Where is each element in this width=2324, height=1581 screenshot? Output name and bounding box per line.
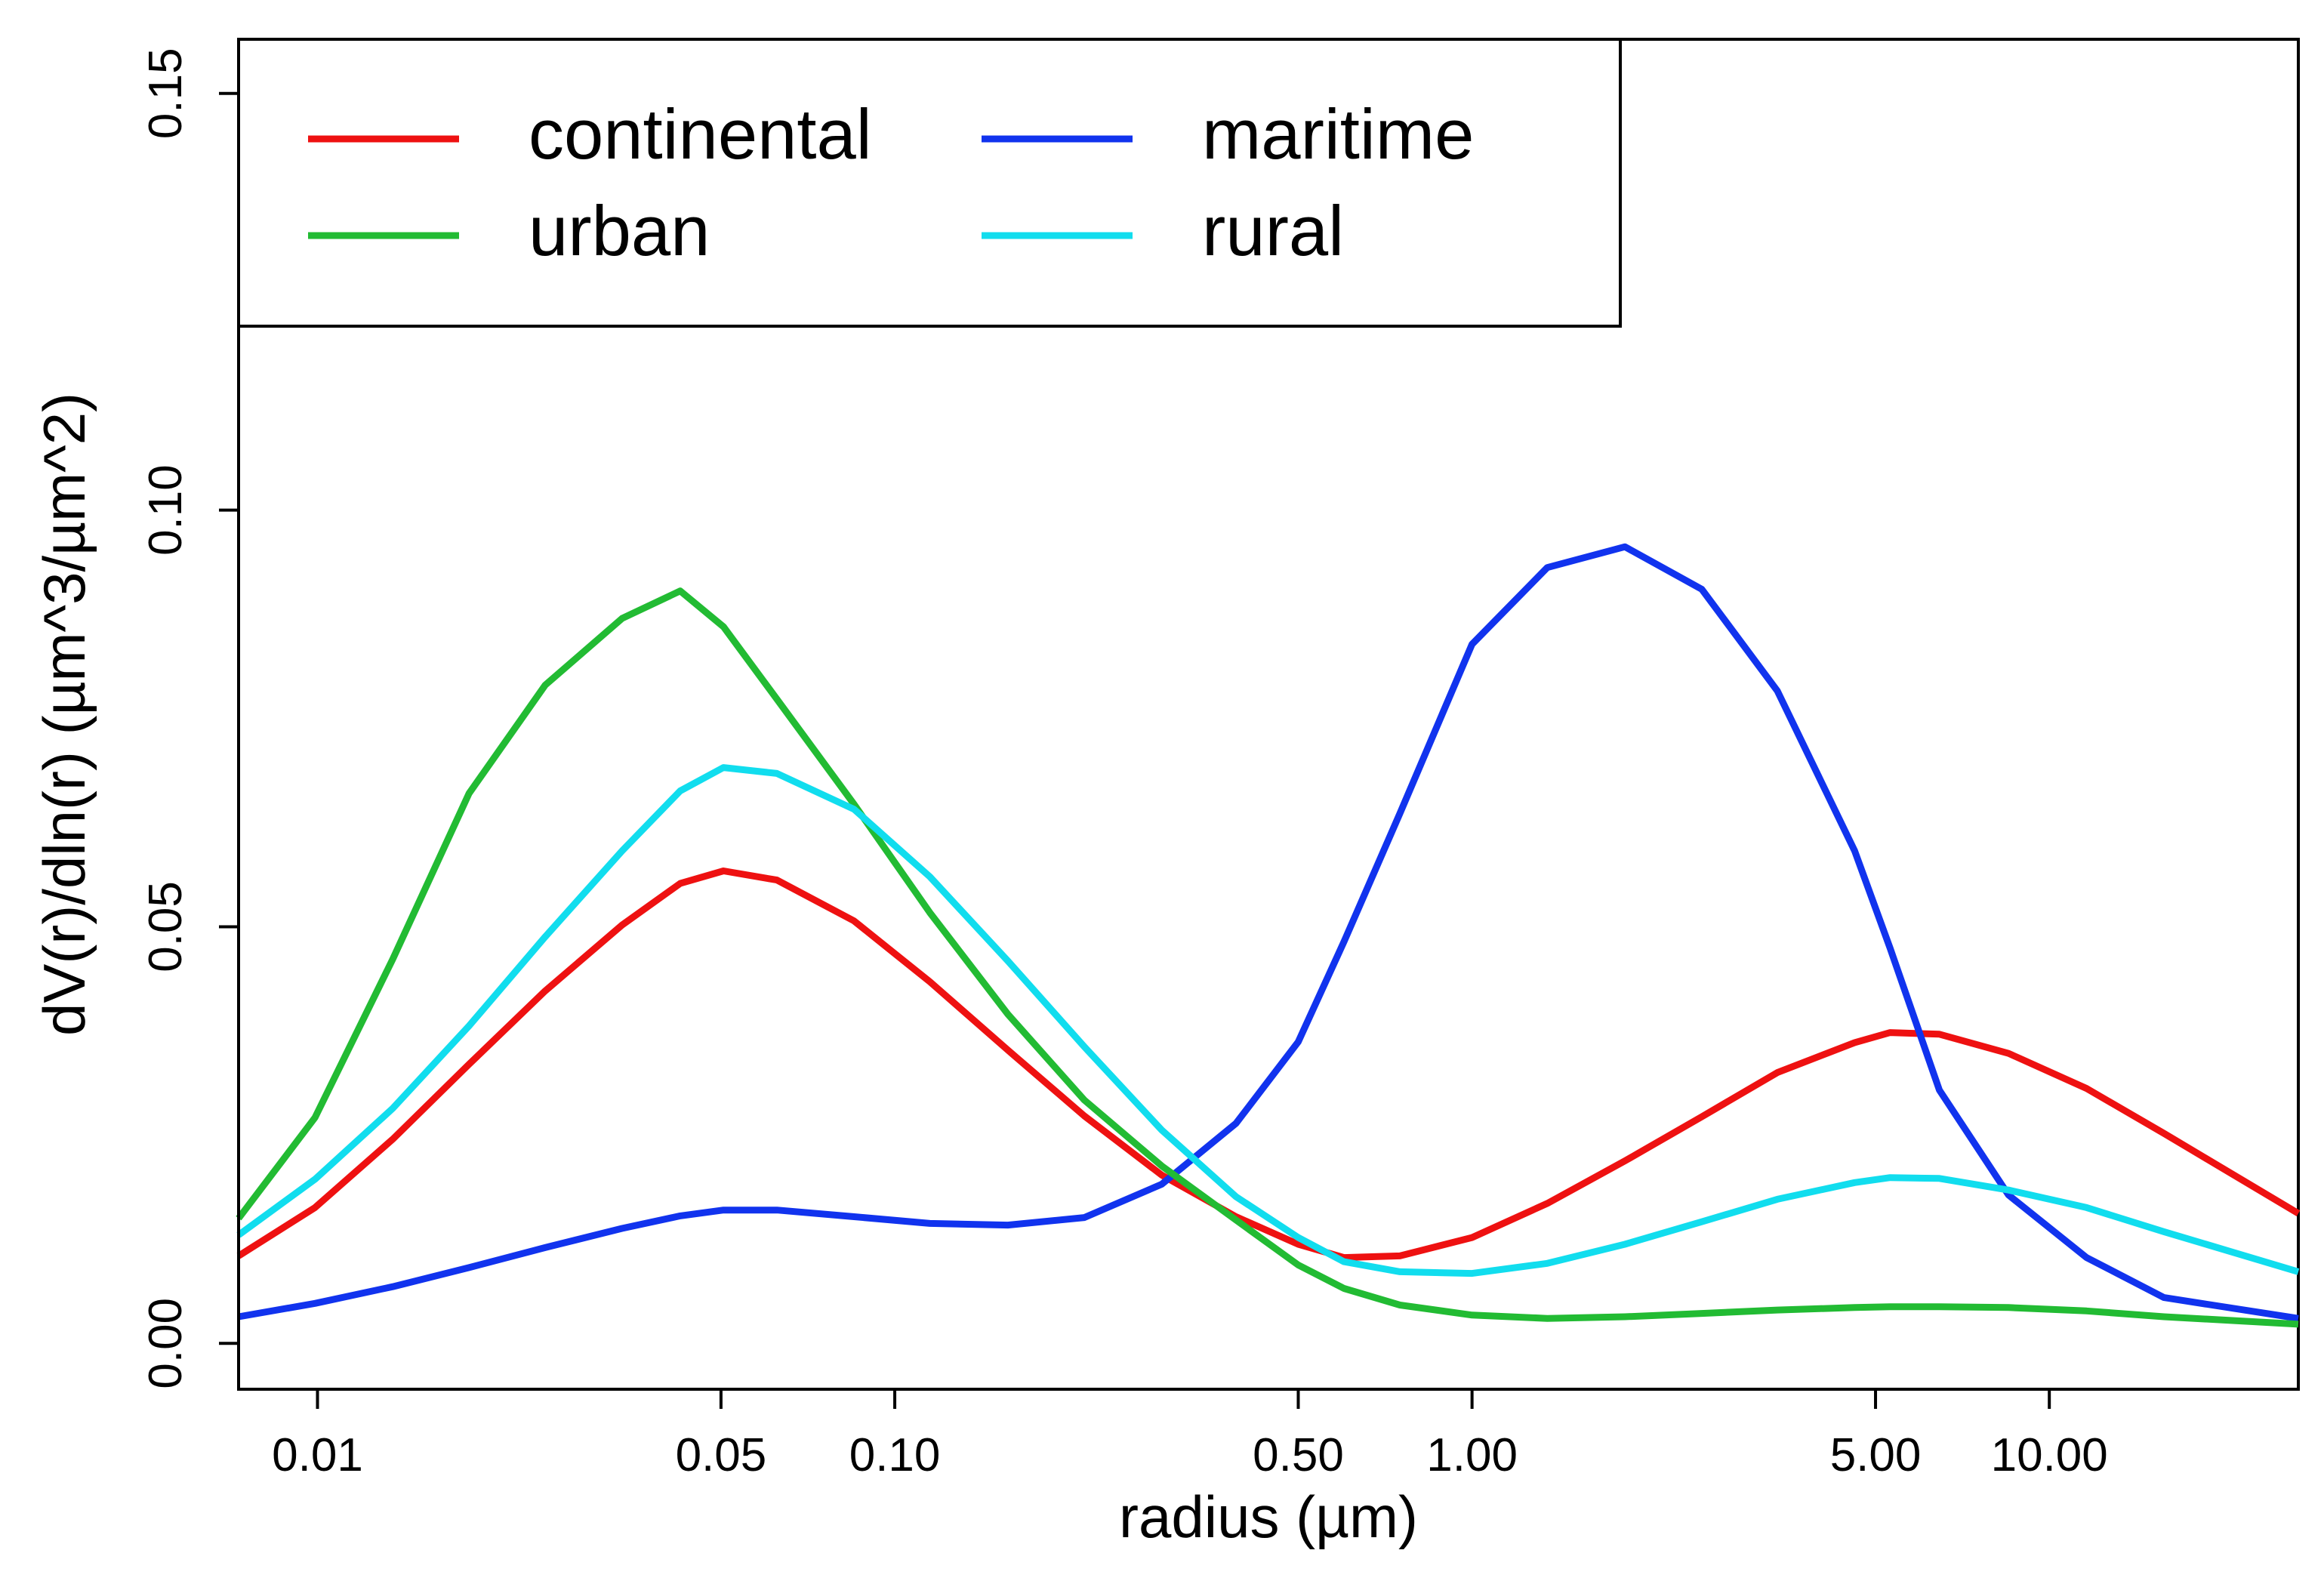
x-tick-label: 0.01 — [272, 1429, 363, 1481]
x-tick-label: 0.10 — [849, 1429, 941, 1481]
series-line-rural — [236, 764, 2300, 1277]
y-tick-label: 0.10 — [140, 464, 192, 556]
x-tick-label: 0.50 — [1253, 1429, 1344, 1481]
legend-label-continental: continental — [529, 94, 872, 174]
legend-label-rural: rural — [1202, 191, 1344, 270]
legend: continental urban maritime rural — [237, 38, 1622, 328]
legend-label-urban: urban — [529, 191, 710, 270]
x-tick-label: 10.00 — [1991, 1429, 2108, 1481]
series-layer — [236, 543, 2301, 1328]
x-axis: 0.01 0.05 0.10 0.50 1.00 5.00 10.00 — [239, 1388, 2298, 1481]
series-line-maritime — [238, 543, 2299, 1322]
legend-label-maritime: maritime — [1202, 94, 1474, 174]
y-tick-label: 0.00 — [140, 1298, 192, 1389]
y-tick-label: 0.15 — [140, 48, 192, 139]
y-tick-label: 0.05 — [140, 881, 192, 972]
x-axis-title: radius (µm) — [1119, 1484, 1418, 1550]
x-tick-label: 1.00 — [1426, 1429, 1518, 1481]
x-tick-label: 0.05 — [676, 1429, 767, 1481]
series-line-continental — [236, 868, 2301, 1262]
legend-box — [237, 38, 1622, 328]
y-axis-title: dV(r)/dln(r) (µm^3/µm^2) — [31, 393, 97, 1036]
x-tick-label: 5.00 — [1830, 1429, 1922, 1481]
y-axis: 0.00 0.05 0.10 0.15 — [140, 39, 240, 1389]
series-line-urban — [236, 587, 2299, 1328]
